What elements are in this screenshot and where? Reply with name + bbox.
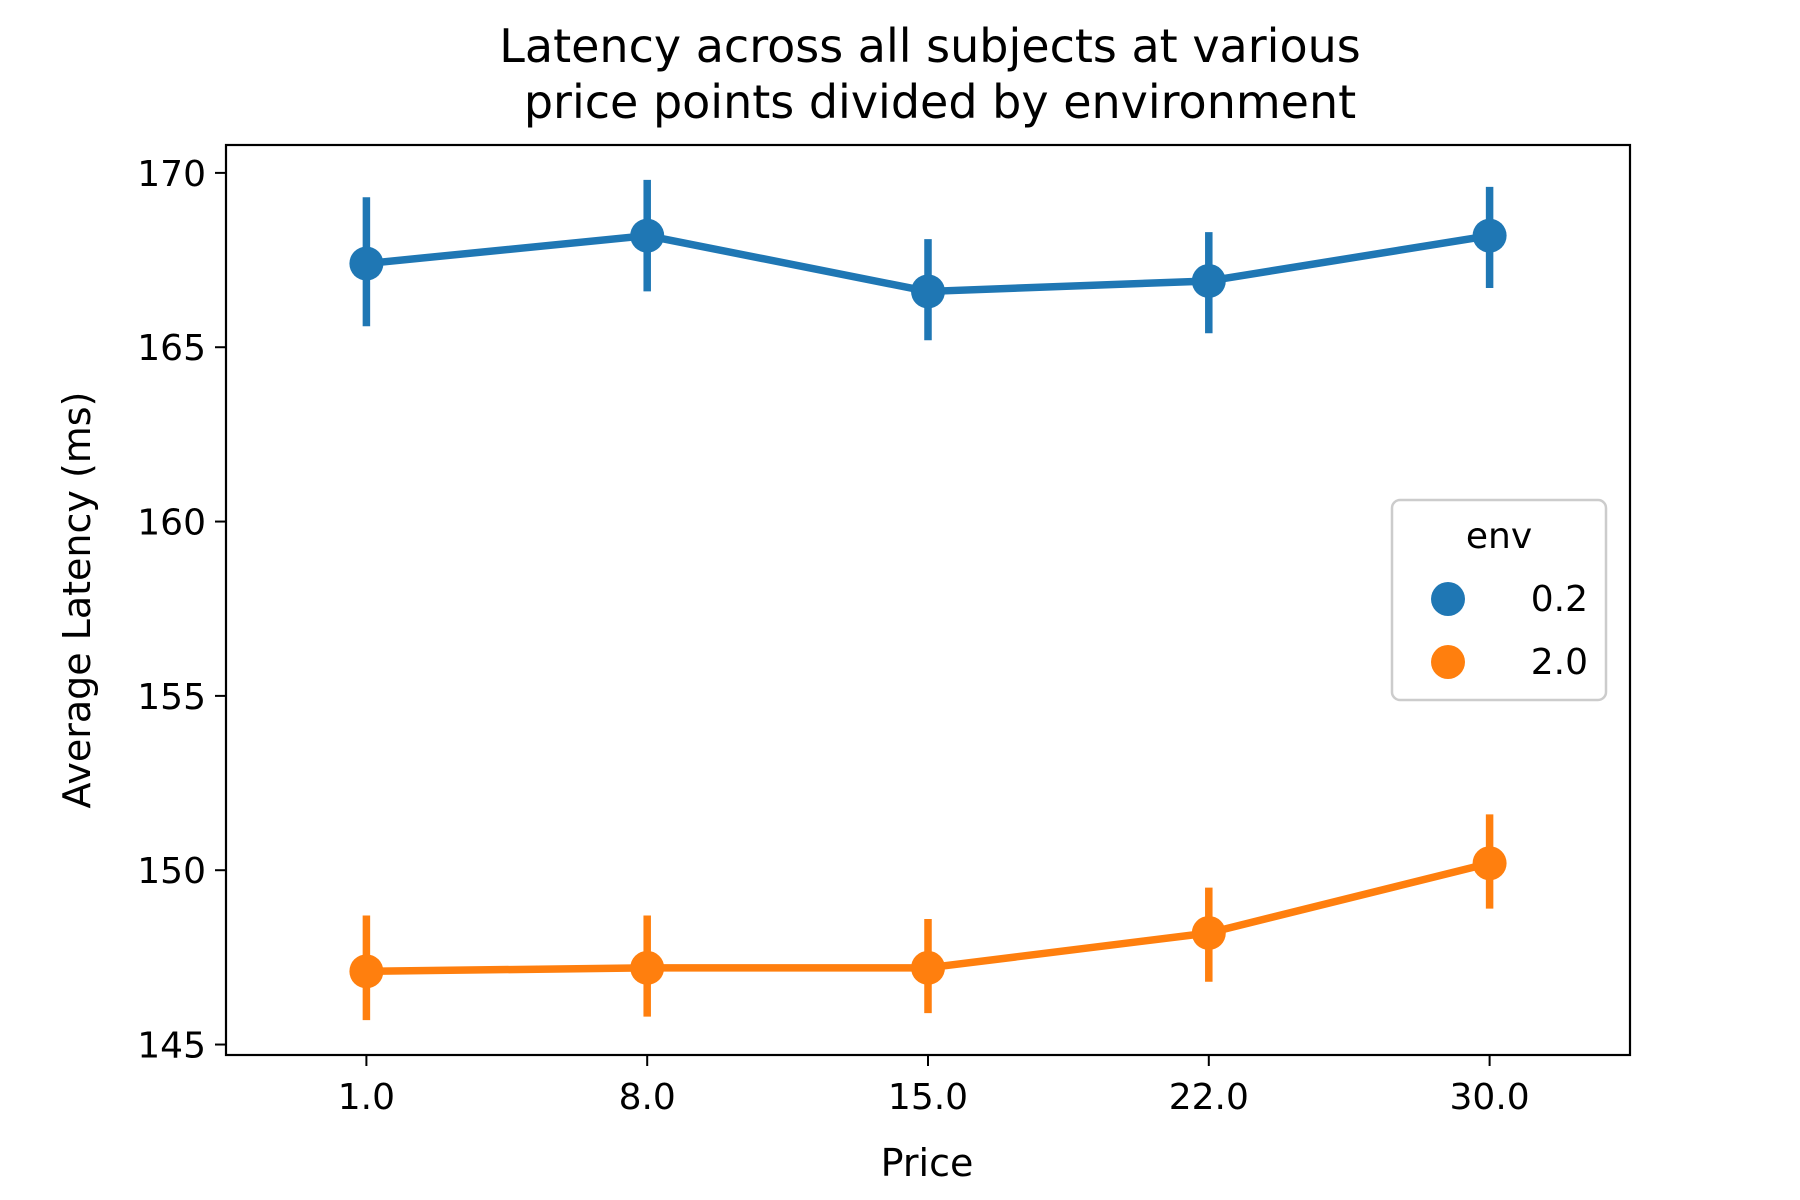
data-point xyxy=(630,950,665,985)
plot-area-frame xyxy=(224,143,1632,1057)
series-layer xyxy=(349,179,1507,1021)
x-tick-label: 22.0 xyxy=(1169,1077,1249,1118)
data-point xyxy=(349,954,384,989)
legend-marker-env-0.2 xyxy=(1431,582,1465,616)
x-axis-label: Price xyxy=(881,1141,974,1185)
data-point xyxy=(911,274,945,309)
legend-title: env xyxy=(1466,516,1532,557)
data-point xyxy=(1472,218,1507,253)
x-tick-label: 8.0 xyxy=(619,1077,676,1118)
series-env-2.0 xyxy=(349,814,1507,1021)
x-tick-label: 30.0 xyxy=(1450,1077,1530,1118)
y-axis-label: Average Latency (ms) xyxy=(55,392,99,809)
y-tick-label: 150 xyxy=(137,851,206,892)
y-tick-label: 155 xyxy=(137,677,206,718)
chart-title-line-2: price points divided by environment xyxy=(524,75,1356,129)
x-tick-label: 1.0 xyxy=(338,1077,395,1118)
x-axis-ticks: 1.0 8.0 15.0 22.0 30.0 xyxy=(338,1055,1530,1118)
y-tick-label: 170 xyxy=(137,154,206,195)
series-env-0.2 xyxy=(349,179,1507,341)
legend-marker-env-2.0 xyxy=(1431,645,1465,679)
data-point xyxy=(1472,846,1507,881)
data-point xyxy=(1191,915,1226,950)
data-point xyxy=(630,218,665,253)
data-point xyxy=(911,950,945,985)
y-tick-label: 165 xyxy=(137,328,206,369)
y-tick-label: 160 xyxy=(137,503,206,544)
y-tick-label: 145 xyxy=(137,1026,206,1067)
chart-title-line-1: Latency across all subjects at various xyxy=(499,19,1360,73)
y-axis-ticks: 145 150 155 160 165 170 xyxy=(137,154,226,1067)
legend: env 0.2 2.0 xyxy=(1390,498,1608,702)
legend-label-env-0.2: 0.2 xyxy=(1531,579,1588,620)
data-point xyxy=(1191,263,1226,298)
data-point xyxy=(349,246,384,281)
x-tick-label: 15.0 xyxy=(888,1077,968,1118)
legend-label-env-2.0: 2.0 xyxy=(1531,642,1588,683)
